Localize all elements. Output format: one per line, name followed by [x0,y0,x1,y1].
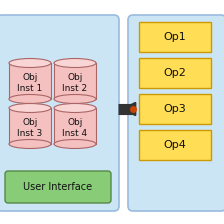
Bar [54,108,96,144]
Bar [9,108,51,144]
Ellipse shape [9,140,51,149]
FancyBboxPatch shape [139,130,211,160]
Text: Op4: Op4 [164,140,186,150]
Text: Op1: Op1 [164,32,186,42]
Text: Obj
Inst 2: Obj Inst 2 [62,73,88,93]
Ellipse shape [9,95,51,103]
Text: Obj
Inst 1: Obj Inst 1 [17,73,43,93]
FancyBboxPatch shape [139,94,211,124]
Text: Op2: Op2 [164,68,186,78]
Ellipse shape [54,103,96,112]
FancyBboxPatch shape [5,171,111,203]
Ellipse shape [9,103,51,112]
FancyBboxPatch shape [128,15,224,211]
Bar [9,63,51,99]
Bar [54,63,96,99]
Ellipse shape [54,58,96,67]
Text: Obj
Inst 3: Obj Inst 3 [17,118,43,138]
Ellipse shape [54,140,96,149]
FancyBboxPatch shape [139,22,211,52]
FancyBboxPatch shape [139,58,211,88]
Ellipse shape [9,58,51,67]
Text: Obj
Inst 4: Obj Inst 4 [62,118,88,138]
Text: Op3: Op3 [164,104,186,114]
Ellipse shape [54,95,96,103]
FancyBboxPatch shape [0,15,119,211]
Text: User Interface: User Interface [24,182,93,192]
